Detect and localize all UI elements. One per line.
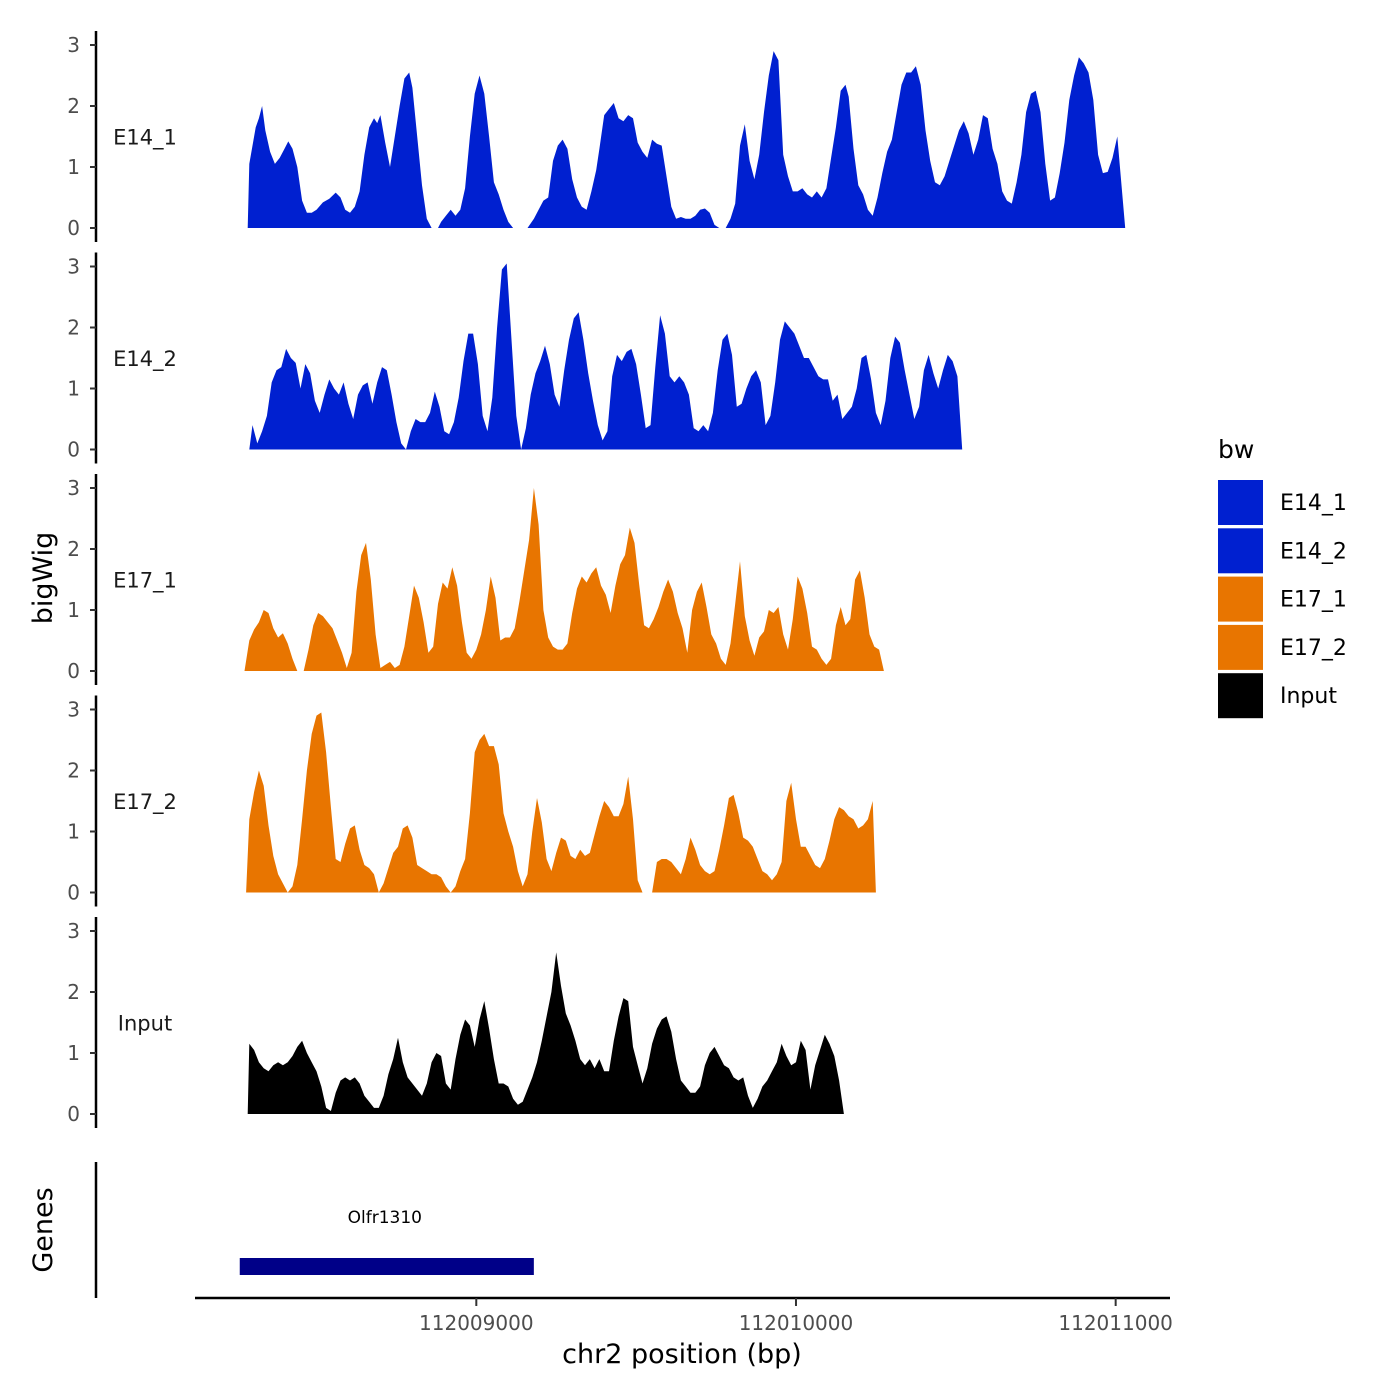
y-tick-label: 1 xyxy=(67,598,80,622)
track-label: E17_1 xyxy=(113,569,177,594)
y-tick-label: 1 xyxy=(67,377,80,401)
signal-area-e17-2 xyxy=(246,712,876,893)
track-input: 0 1 2 3 Input xyxy=(67,917,844,1128)
x-axis-title: chr2 position (bp) xyxy=(562,1339,802,1370)
track-label: E14_2 xyxy=(113,347,177,372)
y-tick-label: 2 xyxy=(67,759,80,783)
legend-title: bw xyxy=(1218,435,1254,464)
track-label: E14_1 xyxy=(113,126,177,151)
y-tick-label: 0 xyxy=(67,881,80,905)
legend-key xyxy=(1218,673,1263,719)
track-e17-1: 0 1 2 3 E17_1 xyxy=(67,474,884,685)
y-tick-label: 0 xyxy=(67,216,80,240)
y-tick-label: 2 xyxy=(67,94,80,118)
legend-key xyxy=(1218,480,1263,525)
legend-label: E17_1 xyxy=(1280,588,1347,613)
y-tick-label: 1 xyxy=(67,1041,80,1065)
signal-tracks: 0 1 2 3 E14_1 0 1 2 3 E14_2 0 1 2 3 E17_1 0 1 2 3 E17_2 0 1 2 3… xyxy=(67,31,1126,1128)
y-tick-label: 1 xyxy=(67,155,80,179)
y-tick-label: 0 xyxy=(67,438,80,462)
y-tick-label: 3 xyxy=(67,919,80,943)
signal-area-e14-1 xyxy=(247,51,1126,228)
legend-key xyxy=(1218,624,1263,670)
y-tick-label: 3 xyxy=(67,255,80,279)
signal-area-input xyxy=(247,952,844,1114)
x-tick-label: 112010000 xyxy=(739,1311,854,1335)
y-tick-label: 2 xyxy=(67,537,80,561)
track-label: Input xyxy=(118,1012,172,1036)
signal-area-e14-2 xyxy=(249,263,963,450)
legend-key xyxy=(1218,528,1263,574)
signal-area-e17-1 xyxy=(244,488,884,671)
gene-bar xyxy=(239,1258,534,1275)
legend-label: E14_2 xyxy=(1280,539,1347,564)
y-tick-label: 0 xyxy=(67,1102,80,1126)
y-tick-label: 2 xyxy=(67,980,80,1004)
gene-track-label: Genes xyxy=(28,1187,59,1272)
x-tick-label: 112009000 xyxy=(419,1311,534,1335)
x-tick-label: 112011000 xyxy=(1058,1311,1173,1335)
legend-label: Input xyxy=(1280,684,1337,709)
x-axis: chr2 position (bp) 112009000 112010000 112… xyxy=(195,1296,1173,1370)
y-tick-label: 2 xyxy=(67,316,80,340)
track-e14-1: 0 1 2 3 E14_1 xyxy=(67,31,1126,242)
legend-label: E17_2 xyxy=(1280,636,1347,661)
legend: bw E14_1 E14_2 E17_1 E17_2 Input xyxy=(1218,435,1347,719)
legend-key xyxy=(1218,576,1263,622)
gene-label: Olfr1310 xyxy=(348,1208,422,1228)
y-axis-title: bigWig xyxy=(28,532,59,625)
track-label: E17_2 xyxy=(113,790,177,815)
track-e17-2: 0 1 2 3 E17_2 xyxy=(67,695,876,907)
y-tick-label: 3 xyxy=(67,698,80,722)
y-tick-label: 3 xyxy=(67,476,80,500)
y-tick-label: 0 xyxy=(67,659,80,683)
legend-label: E14_1 xyxy=(1280,491,1347,516)
track-e14-2: 0 1 2 3 E14_2 xyxy=(67,252,963,464)
y-tick-label: 3 xyxy=(67,33,80,57)
y-tick-label: 1 xyxy=(67,820,80,844)
gene-track: Genes Olfr1310 xyxy=(28,1162,534,1298)
